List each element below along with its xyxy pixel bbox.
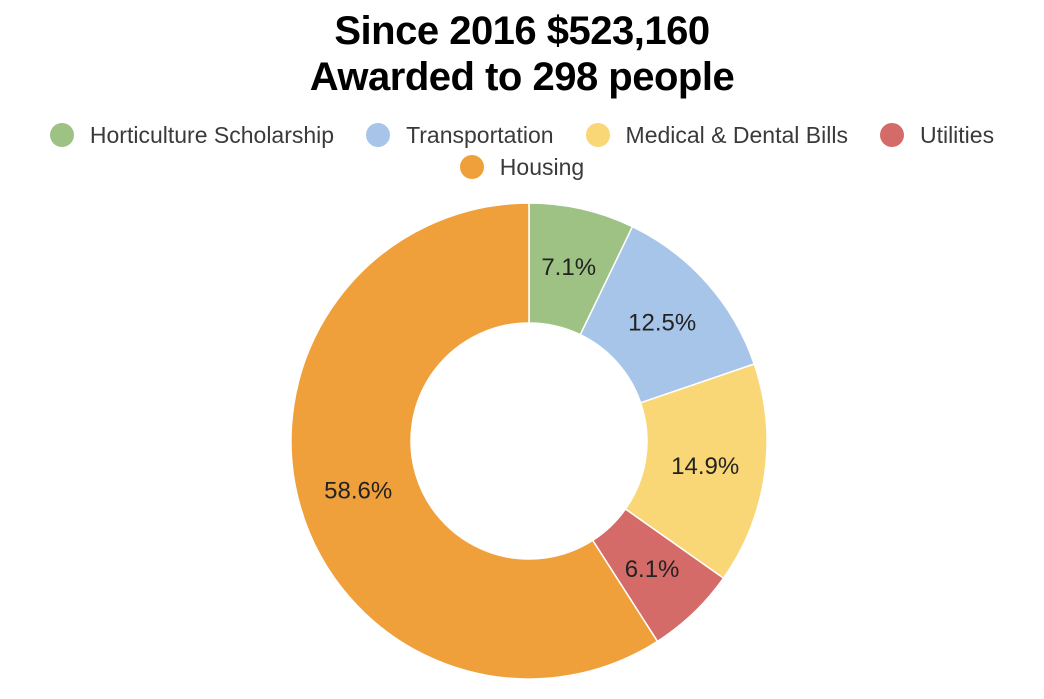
- legend-swatch: [585, 123, 610, 147]
- legend-label: Medical & Dental Bills: [625, 121, 848, 148]
- legend-item-medical-dental-bills[interactable]: Medical & Dental Bills: [585, 121, 848, 149]
- legend-label: Housing: [499, 153, 585, 180]
- chart-legend: Horticulture Scholarship Transportation …: [0, 118, 1044, 152]
- slice-data-label: 12.5%: [628, 309, 696, 336]
- chart-legend-row-2: Housing: [0, 150, 1044, 184]
- legend-item-utilities[interactable]: Utilities: [879, 121, 995, 149]
- donut-slice-medical-dental-bills[interactable]: [624, 363, 768, 580]
- legend-label: Transportation: [406, 121, 554, 148]
- legend-swatch: [366, 123, 391, 147]
- slice-data-label: 6.1%: [625, 556, 680, 583]
- donut-slice-housing[interactable]: [290, 202, 659, 680]
- legend-item-housing[interactable]: Housing: [459, 153, 585, 181]
- slice-data-label: 7.1%: [541, 254, 596, 281]
- slice-data-label: 14.9%: [671, 453, 739, 480]
- chart-title-line-2: Awarded to 298 people: [309, 55, 735, 99]
- chart-title-line-1: Since 2016 $523,160: [334, 9, 710, 53]
- chart-title: Since 2016 $523,160 Awarded to 298 peopl…: [0, 8, 1044, 100]
- legend-item-transportation[interactable]: Transportation: [366, 121, 554, 149]
- legend-label: Utilities: [919, 121, 995, 148]
- slice-data-label: 58.6%: [324, 478, 392, 505]
- legend-item-horticulture-scholarship[interactable]: Horticulture Scholarship: [49, 121, 335, 149]
- legend-swatch: [879, 123, 904, 147]
- legend-label: Horticulture Scholarship: [89, 121, 335, 148]
- legend-swatch: [49, 123, 74, 147]
- legend-swatch: [459, 155, 484, 179]
